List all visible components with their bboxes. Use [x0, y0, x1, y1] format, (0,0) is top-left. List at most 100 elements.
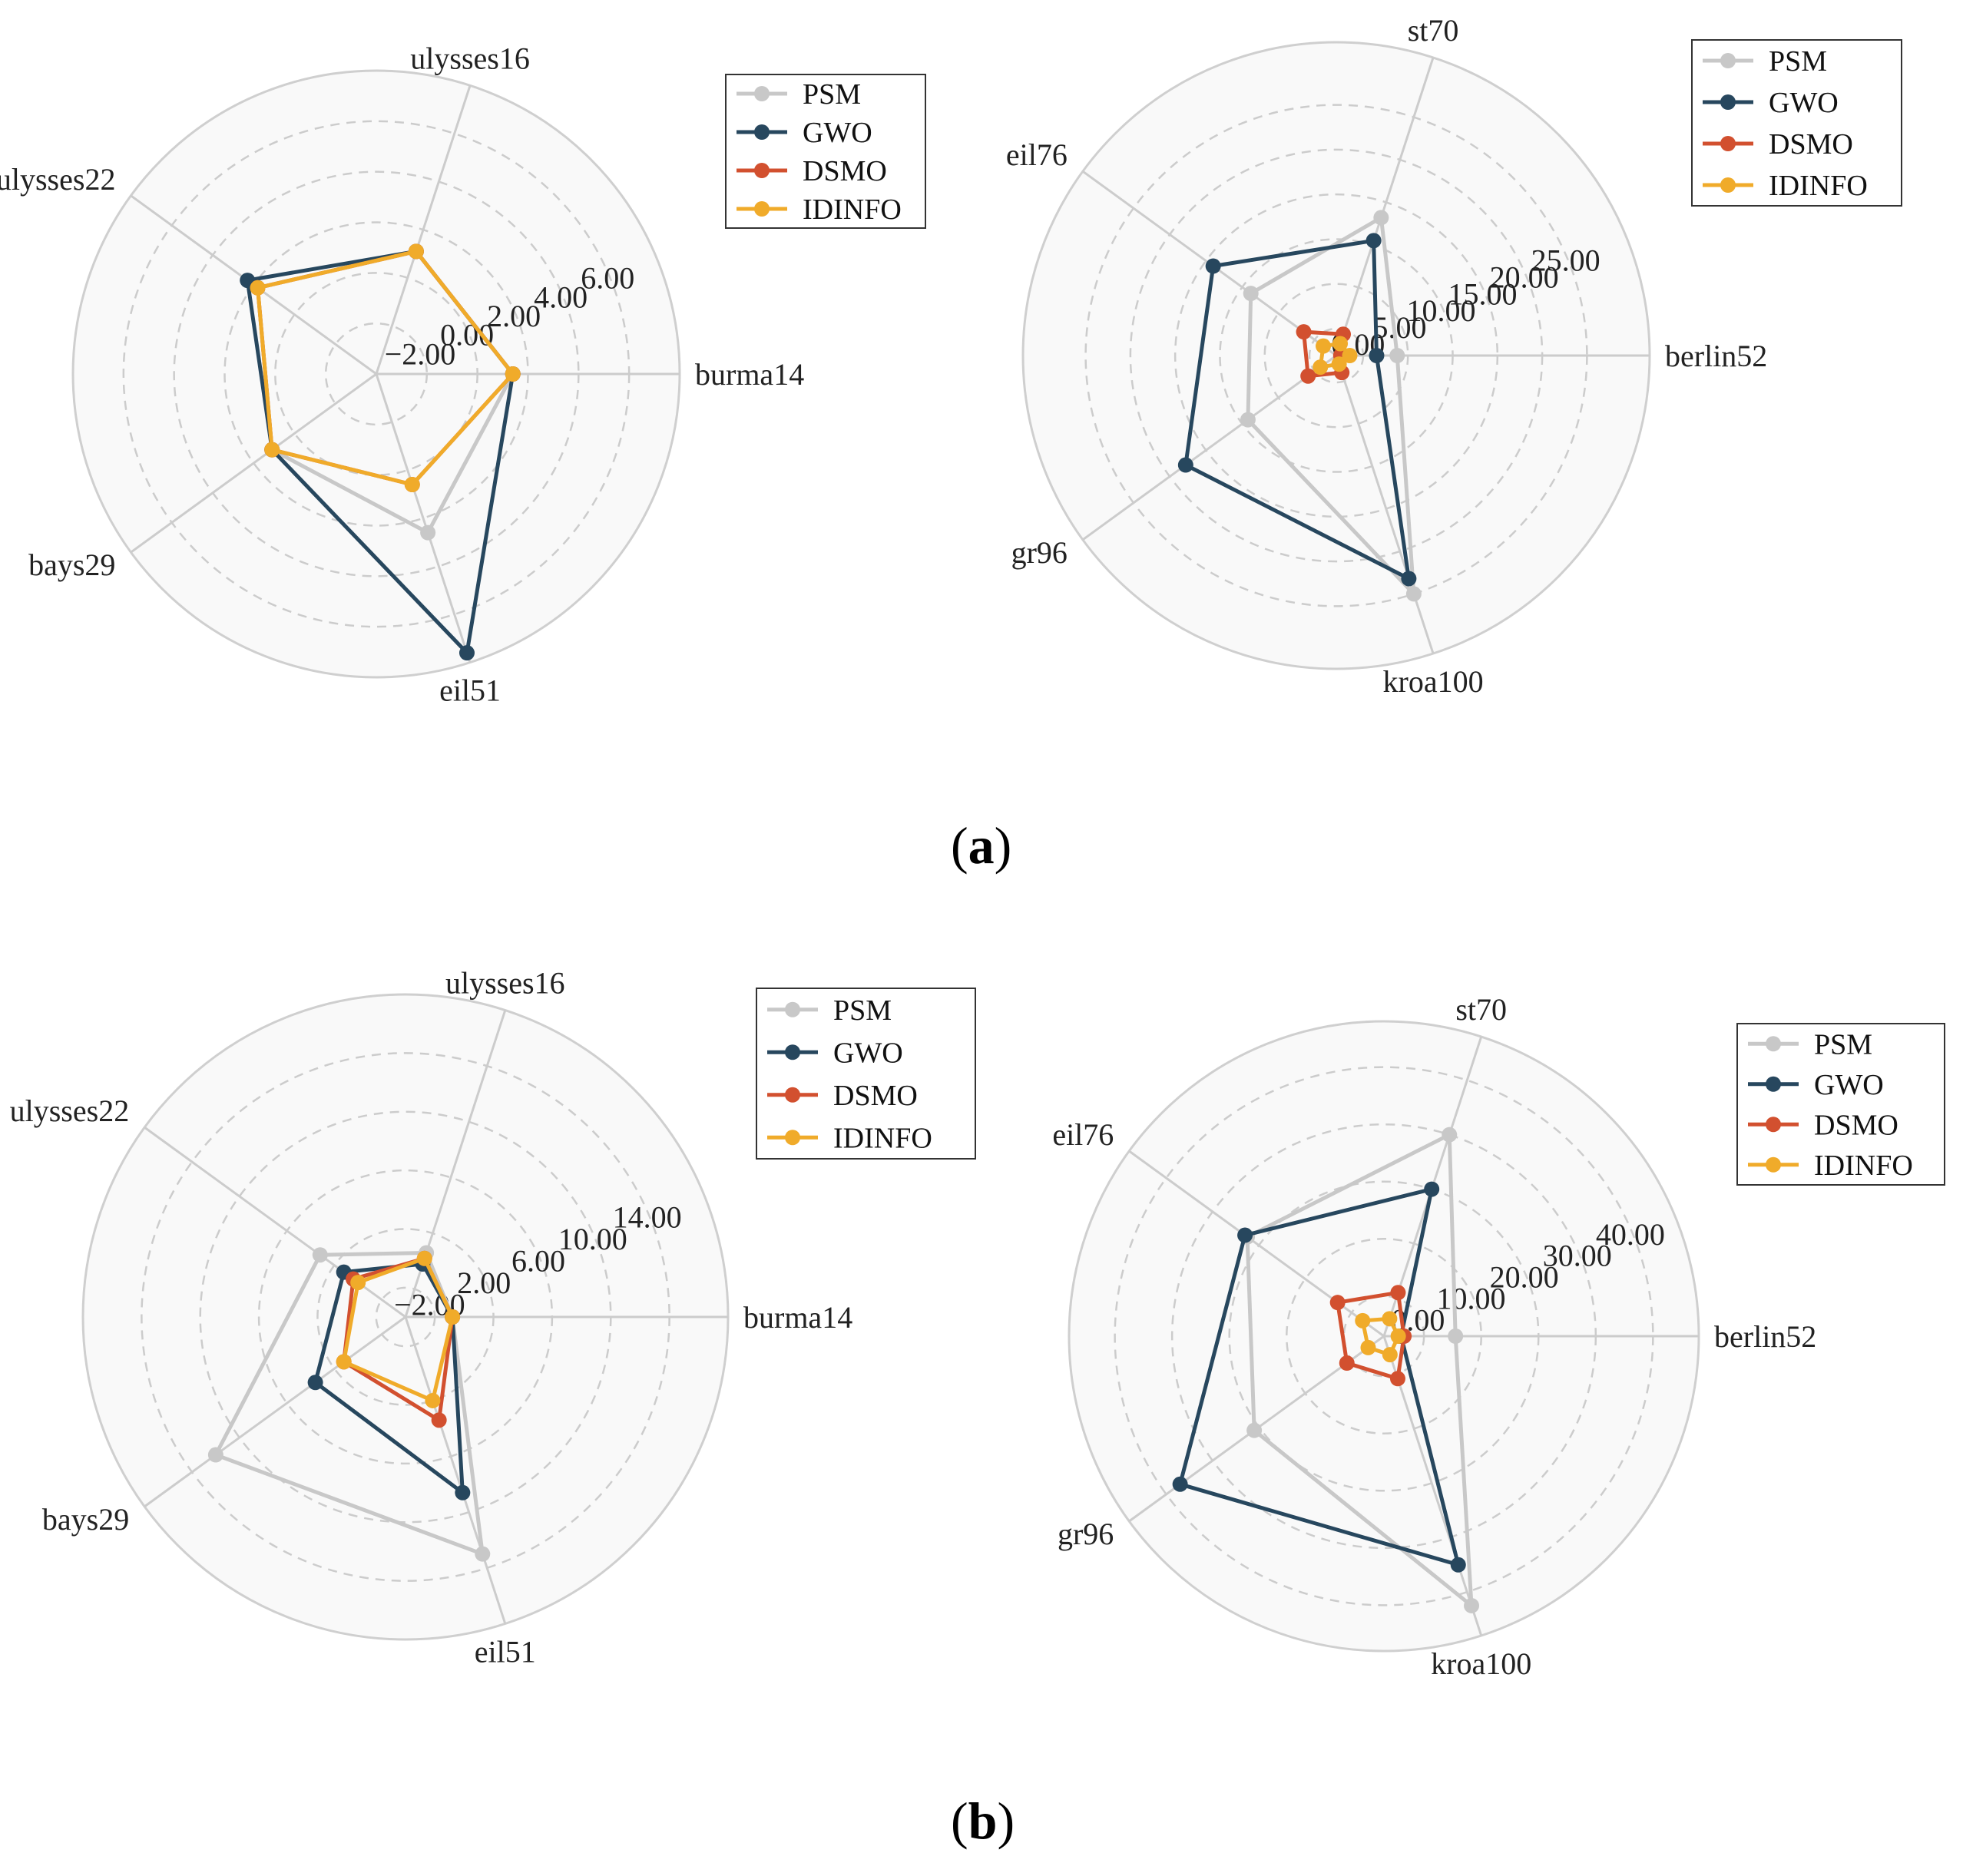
point-psm-eil51: [420, 524, 436, 541]
legend-label-idinfo: IDINFO: [803, 194, 902, 226]
point-gwo-gr96: [1172, 1476, 1188, 1492]
point-idinfo-ulysses16: [416, 1250, 432, 1266]
tick-label: 10.00: [1436, 1282, 1505, 1316]
axis-label-burma14: burma14: [743, 1300, 852, 1335]
legend: PSM GWO DSMO IDINFO: [1691, 39, 1902, 207]
point-psm-kroa100: [1464, 1597, 1480, 1613]
panel-label-a: (a): [951, 816, 1012, 875]
axis-label-kroa100: kroa100: [1383, 664, 1484, 699]
legend-marker-psm: [754, 86, 770, 101]
tick-label: 2.00: [487, 299, 541, 333]
tick-label: 25.00: [1531, 243, 1601, 278]
point-dsmo-st70: [1390, 1285, 1406, 1301]
axis-spoke: [375, 84, 472, 375]
axis-label-bays29: bays29: [42, 1502, 129, 1537]
legend-label-dsmo: DSMO: [833, 1080, 918, 1112]
point-gwo-eil76: [1237, 1227, 1253, 1243]
legend-marker-gwo: [785, 1044, 800, 1060]
point-idinfo-burma14: [445, 1309, 461, 1325]
series-line-idinfo: [256, 249, 515, 487]
point-gwo-gr96: [1177, 457, 1193, 473]
legend-marker-dsmo: [1720, 136, 1736, 151]
axis-label-eil76: eil76: [1052, 1117, 1114, 1152]
tick-label: 5.00: [1372, 310, 1426, 345]
legend: PSM GWO DSMO IDINFO: [1736, 1023, 1945, 1186]
legend-marker-gwo: [1720, 94, 1736, 110]
legend-marker-psm: [785, 1001, 800, 1017]
axis-label-burma14: burma14: [695, 357, 804, 392]
axis-spoke: [1335, 355, 1435, 654]
axis-label-eil51: eil51: [439, 673, 501, 708]
axis-label-st70: st70: [1408, 13, 1459, 48]
series-line-psm: [1246, 215, 1416, 596]
point-idinfo-gr96: [1313, 359, 1329, 376]
point-idinfo-berlin52: [1390, 1328, 1406, 1344]
point-idinfo-bays29: [264, 442, 280, 458]
tick-label: 10.00: [1407, 293, 1476, 328]
legend: PSM GWO DSMO IDINFO: [756, 988, 976, 1160]
point-idinfo-ulysses16: [408, 243, 424, 260]
point-idinfo-st70: [1332, 336, 1349, 352]
legend-label-psm: PSM: [1814, 1028, 1872, 1060]
point-dsmo-kroa100: [1389, 1371, 1405, 1387]
axis-label-berlin52: berlin52: [1665, 339, 1767, 373]
tick-label: 4.00: [534, 280, 588, 314]
point-gwo-kroa100: [1450, 1557, 1466, 1573]
point-gwo-kroa100: [1401, 571, 1417, 587]
legend-marker-gwo: [754, 124, 770, 140]
axis-label-kroa100: kroa100: [1431, 1646, 1531, 1681]
tick-label: 40.00: [1596, 1217, 1665, 1252]
axis-spoke: [404, 1316, 507, 1624]
point-dsmo-eil76: [1296, 324, 1312, 340]
legend-label-psm: PSM: [803, 78, 861, 111]
axis-label-ulysses16: ulysses16: [410, 41, 530, 75]
axis-label-ulysses16: ulysses16: [445, 966, 565, 1001]
point-dsmo-gr96: [1339, 1355, 1355, 1371]
axis-spoke: [130, 372, 377, 554]
tick-label: 6.00: [581, 261, 634, 296]
legend-marker-dsmo: [785, 1087, 800, 1103]
point-psm-st70: [1373, 210, 1389, 226]
point-idinfo-kroa100: [1331, 356, 1347, 372]
legend-label-dsmo: DSMO: [1814, 1109, 1898, 1141]
axis-label-ulysses22: ulysses22: [0, 162, 115, 197]
legend-label-psm: PSM: [833, 994, 892, 1027]
axis-label-ulysses22: ulysses22: [10, 1094, 130, 1128]
legend-label-dsmo: DSMO: [1769, 128, 1853, 160]
series-line-gwo: [313, 1262, 465, 1495]
point-idinfo-eil76: [1355, 1312, 1371, 1328]
point-gwo-st70: [1424, 1181, 1440, 1197]
legend-marker-idinfo: [1766, 1156, 1781, 1173]
point-gwo-eil51: [455, 1484, 471, 1500]
radar-chart-a-left: −2.000.002.004.006.00 burma14 ulysses16 uly…: [0, 41, 926, 708]
point-idinfo-gr96: [1360, 1339, 1376, 1355]
tick-label: 30.00: [1543, 1239, 1612, 1273]
legend-marker-idinfo: [785, 1130, 800, 1146]
legend-label-idinfo: IDINFO: [1814, 1150, 1913, 1182]
tick-label: 20.00: [1490, 1260, 1559, 1295]
point-idinfo-bays29: [336, 1354, 352, 1370]
legend-marker-dsmo: [754, 163, 770, 178]
legend-label-gwo: GWO: [803, 117, 872, 149]
axis-spoke: [375, 373, 472, 663]
axis-label-eil51: eil51: [475, 1634, 536, 1669]
series-line-gwo: [1178, 1187, 1461, 1567]
point-dsmo-eil76: [1329, 1295, 1346, 1311]
point-dsmo-gr96: [1300, 368, 1316, 384]
tick-label: 14.00: [613, 1199, 682, 1234]
point-dsmo-eil51: [431, 1412, 447, 1428]
point-idinfo-ulysses22: [250, 280, 266, 296]
point-gwo-berlin52: [1369, 348, 1385, 363]
axis-label-eil76: eil76: [1006, 137, 1068, 172]
axis-label-bays29: bays29: [28, 548, 115, 582]
point-psm-eil51: [475, 1546, 491, 1562]
legend-label-gwo: GWO: [1769, 87, 1839, 119]
radar-chart-a-right: 0.005.0010.0015.0020.0025.00berlin52st70…: [1006, 13, 1902, 699]
series-line-psm: [214, 1250, 485, 1557]
legend-label-dsmo: DSMO: [803, 155, 887, 187]
legend-label-gwo: GWO: [1814, 1069, 1884, 1101]
legend-marker-psm: [1766, 1036, 1781, 1052]
legend-marker-dsmo: [1766, 1117, 1781, 1133]
point-idinfo-berlin52: [1342, 348, 1358, 363]
legend-label-psm: PSM: [1769, 45, 1827, 78]
